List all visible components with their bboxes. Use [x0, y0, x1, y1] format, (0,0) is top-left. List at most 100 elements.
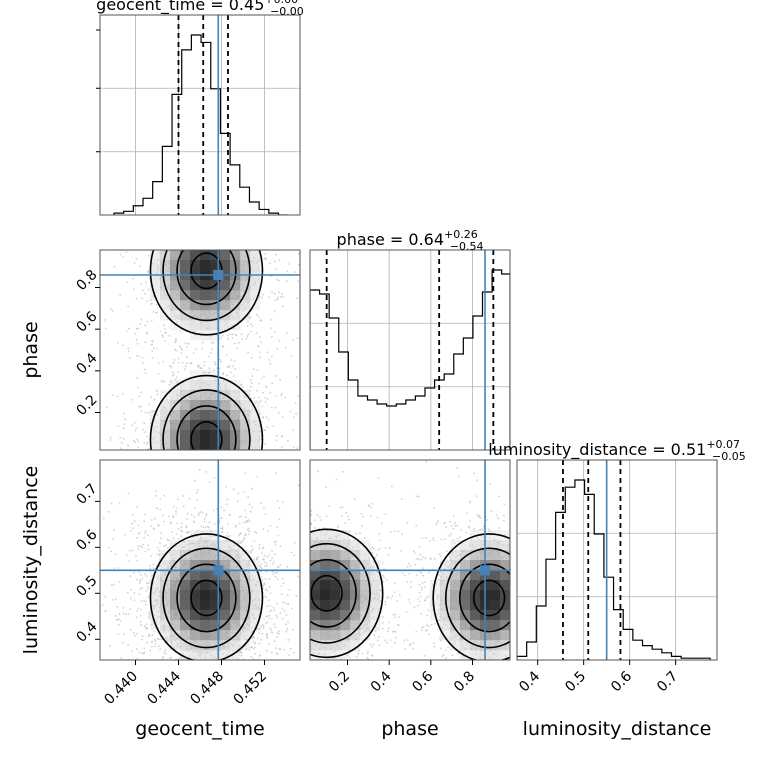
sample-point — [398, 594, 401, 597]
sample-point — [138, 395, 141, 397]
sample-point — [265, 564, 268, 567]
sample-point — [210, 352, 212, 355]
sample-point — [306, 688, 308, 690]
sample-point — [228, 247, 230, 249]
density-cell — [150, 440, 161, 450]
sample-point — [236, 657, 238, 660]
sample-point — [141, 297, 143, 300]
sample-point — [215, 241, 217, 243]
sample-point — [293, 651, 295, 654]
sample-point — [200, 536, 203, 539]
sample-point — [119, 294, 122, 296]
sample-point — [117, 633, 120, 635]
sample-point — [183, 235, 185, 237]
sample-point — [227, 231, 229, 233]
sample-point — [177, 221, 179, 223]
sample-point — [223, 455, 225, 457]
sample-point — [122, 427, 125, 430]
sample-point — [264, 565, 266, 568]
sample-point — [203, 364, 206, 367]
sample-point — [225, 227, 227, 229]
sample-point — [225, 241, 227, 243]
sample-point — [251, 404, 254, 407]
sample-point — [145, 623, 148, 625]
sample-point — [274, 626, 277, 628]
sample-point — [295, 376, 298, 378]
density-cell — [180, 310, 191, 321]
sample-point — [186, 512, 189, 515]
sample-point — [234, 368, 237, 370]
density-cell — [210, 440, 221, 450]
sample-point — [127, 347, 130, 350]
sample-point — [232, 365, 235, 368]
sample-point — [286, 628, 288, 631]
sample-point — [221, 526, 224, 528]
sample-point — [278, 259, 281, 261]
sample-point — [127, 327, 130, 330]
sample-point — [217, 240, 219, 242]
density-cell — [160, 590, 171, 601]
sample-point — [225, 246, 227, 248]
sample-point — [130, 588, 133, 591]
sample-point — [184, 689, 186, 691]
sample-point — [134, 332, 137, 335]
sample-point — [145, 589, 148, 592]
sample-point — [111, 394, 114, 396]
density-cell — [230, 310, 241, 321]
sample-point — [121, 641, 124, 644]
sample-point — [162, 667, 164, 669]
sample-point — [497, 676, 499, 678]
sample-point — [208, 481, 211, 484]
sample-point — [215, 457, 217, 459]
sample-point — [166, 245, 168, 247]
density-cell — [160, 560, 171, 571]
sample-point — [176, 320, 178, 323]
sample-point — [181, 348, 184, 351]
sample-point — [175, 381, 178, 384]
sample-point — [262, 416, 265, 419]
sample-point — [146, 454, 148, 456]
sample-point — [228, 453, 230, 455]
sample-point — [302, 672, 304, 674]
sample-point — [209, 245, 211, 247]
sample-point — [136, 578, 138, 581]
sample-point — [208, 224, 210, 226]
sample-point — [222, 243, 224, 245]
sample-point — [138, 355, 141, 358]
sample-point — [256, 369, 259, 371]
density-cell — [210, 250, 221, 261]
sample-point — [194, 507, 196, 510]
density-cell — [200, 380, 211, 391]
sample-point — [180, 352, 183, 354]
sample-point — [254, 646, 257, 649]
sample-point — [175, 349, 178, 352]
sample-point — [221, 345, 224, 348]
sample-point — [164, 340, 167, 342]
density-cell — [190, 410, 201, 421]
sample-point — [271, 382, 274, 384]
sample-point — [233, 360, 236, 362]
sample-point — [295, 594, 298, 597]
sample-point — [255, 451, 257, 453]
sample-point — [255, 557, 258, 559]
sample-point — [202, 707, 204, 709]
density-cell — [180, 320, 191, 331]
sample-point — [302, 647, 304, 649]
density-cell — [190, 430, 201, 441]
sample-point — [192, 352, 195, 354]
sample-point — [180, 522, 183, 525]
sample-point — [261, 623, 264, 626]
sample-point — [148, 227, 150, 229]
sample-point — [135, 616, 138, 619]
density-cell — [170, 570, 181, 581]
sample-point — [202, 526, 205, 529]
sample-point — [209, 535, 212, 538]
sample-point — [231, 676, 233, 678]
sample-point — [270, 319, 273, 321]
sample-point — [173, 505, 175, 508]
sample-point — [285, 346, 287, 349]
sample-point — [271, 570, 274, 573]
sample-point — [107, 546, 110, 549]
density-cell — [210, 370, 221, 381]
density-cell — [190, 650, 201, 660]
